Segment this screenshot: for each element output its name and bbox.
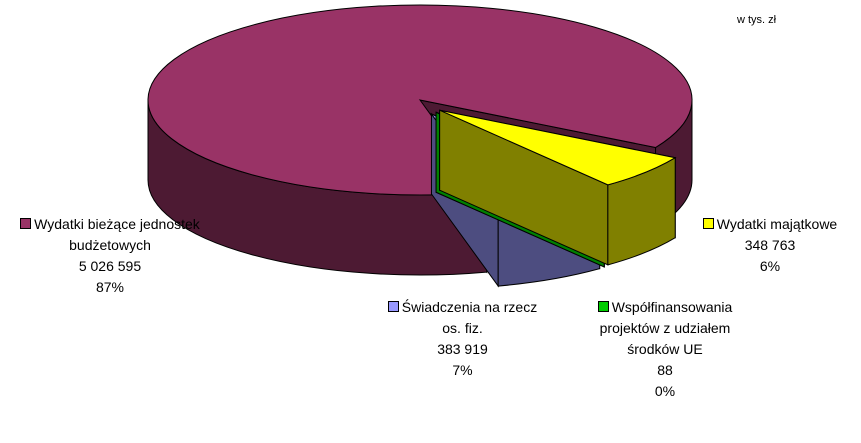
label-name: Świadczenia na rzecz os. fiz.	[401, 299, 538, 336]
percent-label: 6%	[759, 258, 781, 274]
value-label: 383 919	[437, 341, 488, 357]
slice	[147, 4, 693, 196]
label-name: Współfinansowania projektów z udziałem ś…	[599, 299, 733, 357]
slice	[439, 109, 677, 186]
subtitle: w tys. zł	[737, 14, 777, 26]
percent-label: 87%	[95, 279, 125, 295]
value-label: 348 763	[744, 237, 796, 253]
legend-swatch	[597, 301, 609, 312]
percent-label: 0%	[654, 383, 676, 399]
label-name: Wydatki majątkowe	[716, 216, 838, 232]
legend-swatch	[20, 218, 32, 229]
percent-label: 7%	[452, 362, 473, 378]
value-label: 5 026 595	[78, 258, 142, 274]
data-label: Współfinansowania projektów z udziałem ś…	[575, 297, 755, 402]
data-label: Świadczenia na rzecz os. fiz. 383 919 7%	[385, 297, 540, 381]
legend-swatch	[387, 301, 399, 312]
value-label: 88	[657, 362, 673, 378]
legend-swatch	[702, 218, 714, 229]
label-name: Wydatki bieżące jednostek budżetowych	[34, 216, 200, 253]
data-label: Wydatki bieżące jednostek budżetowych 5 0…	[5, 214, 215, 298]
data-label: Wydatki majątkowe 348 763 6%	[680, 214, 860, 277]
